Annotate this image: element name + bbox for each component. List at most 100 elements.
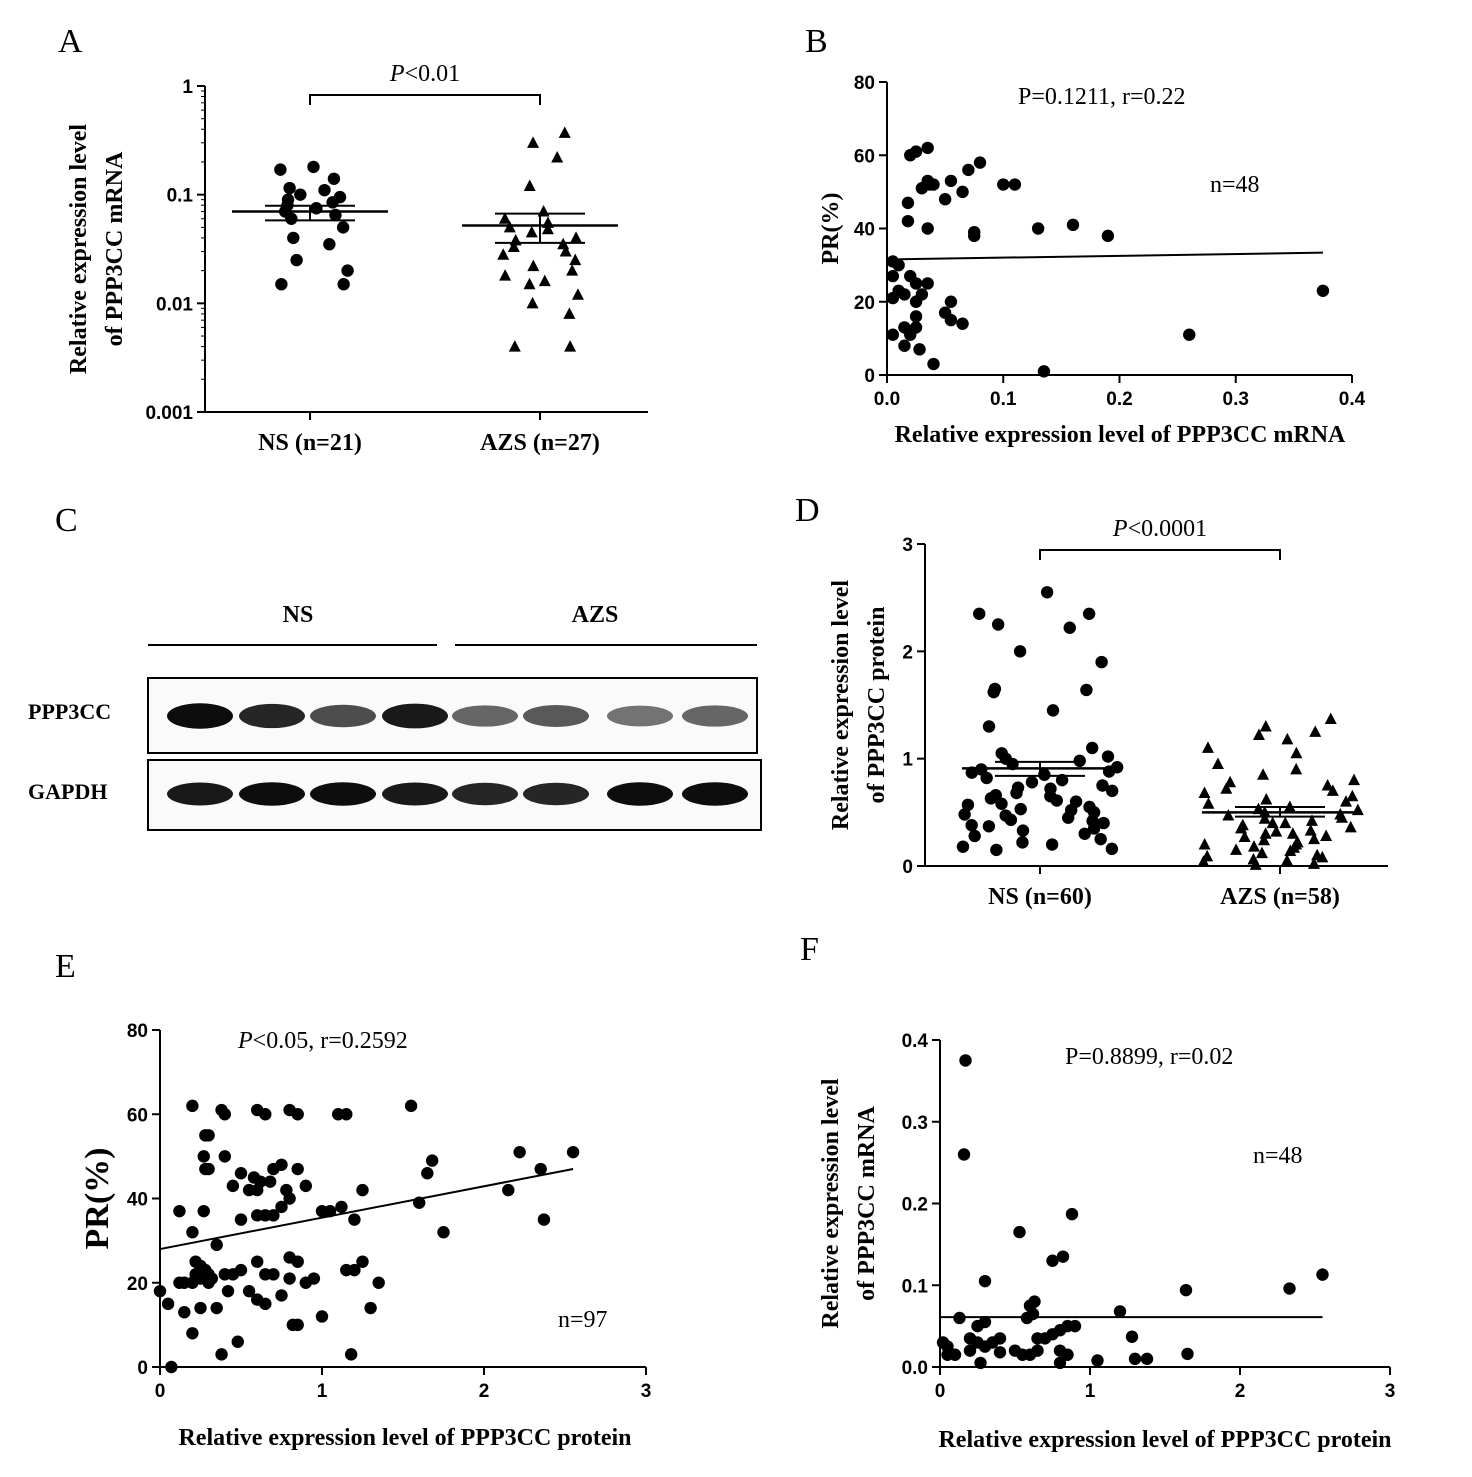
data-point: [1105, 842, 1119, 856]
data-point: [274, 163, 287, 176]
data-point: [194, 1301, 207, 1315]
panel-label-a: A: [58, 23, 83, 60]
data-point: [234, 1213, 248, 1226]
y-axis-label: Relative expression level: [818, 1078, 844, 1329]
data-point: [1050, 794, 1063, 807]
stats-annotation: P<0.05, r=0.2592: [237, 1028, 408, 1054]
blot-band: [310, 704, 376, 728]
data-point: [1097, 816, 1110, 830]
data-point: [1257, 768, 1270, 780]
data-point: [564, 340, 577, 352]
data-point: [1230, 843, 1243, 855]
data-point: [901, 196, 915, 210]
data-point: [987, 685, 1000, 699]
data-point: [226, 1179, 240, 1193]
data-point: [356, 1255, 369, 1268]
data-point: [507, 240, 520, 252]
data-point: [921, 277, 934, 290]
data-point: [291, 1108, 304, 1121]
data-point: [1202, 797, 1215, 809]
data-point: [1321, 779, 1334, 791]
data-point: [425, 1154, 439, 1167]
data-point: [356, 1183, 369, 1197]
data-point: [1316, 284, 1330, 297]
data-point: [1046, 1328, 1059, 1341]
data-point: [318, 183, 331, 197]
data-point: [886, 269, 900, 283]
data-point: [1344, 820, 1357, 833]
data-point: [202, 1162, 215, 1176]
data-point: [1094, 832, 1107, 846]
data-point: [948, 1348, 962, 1361]
data-point: [982, 820, 996, 833]
data-point: [1197, 855, 1210, 867]
data-point: [1045, 838, 1059, 851]
data-point: [404, 1099, 418, 1113]
blot-band: [452, 782, 518, 806]
data-point: [1061, 1348, 1074, 1361]
y-tick-label: 40: [127, 1190, 148, 1211]
data-point: [1096, 779, 1109, 792]
stats-annotation: P=0.8899, r=0.02: [1065, 1044, 1233, 1070]
data-point: [913, 343, 926, 356]
data-point: [1290, 762, 1303, 775]
data-point: [1346, 789, 1359, 802]
data-point: [973, 607, 986, 620]
y-tick-label: 60: [854, 146, 875, 167]
y-tick-label: 20: [854, 293, 875, 314]
data-point: [1201, 741, 1214, 753]
blot-band: [167, 782, 233, 806]
data-point: [323, 1204, 337, 1218]
data-point: [558, 126, 571, 138]
blot-band: [607, 782, 673, 806]
data-point: [1063, 621, 1076, 634]
data-point: [927, 357, 940, 371]
data-point: [186, 1099, 199, 1113]
blot-band: [523, 782, 589, 806]
y-tick-label: 0.1: [902, 1276, 929, 1297]
data-point: [921, 222, 934, 235]
data-point: [973, 156, 987, 169]
data-point: [315, 1310, 329, 1323]
blot-band: [452, 705, 518, 727]
data-point: [1010, 786, 1023, 800]
data-point: [1066, 218, 1080, 232]
data-point: [921, 141, 934, 155]
data-point: [197, 1150, 210, 1163]
data-point: [1031, 222, 1045, 235]
data-point: [1086, 741, 1099, 755]
panel-label-e: E: [55, 948, 76, 985]
data-point: [958, 808, 971, 821]
blot-band: [682, 705, 748, 727]
data-point: [251, 1183, 264, 1197]
data-point: [210, 1301, 223, 1315]
data-point: [537, 1213, 551, 1226]
data-point: [909, 310, 923, 323]
data-point: [982, 720, 996, 733]
y-tick-label: 1: [182, 77, 193, 98]
data-point: [275, 1200, 288, 1214]
data-point: [1270, 825, 1283, 837]
data-point: [1284, 844, 1297, 856]
data-point: [978, 1340, 992, 1353]
data-point: [1309, 725, 1322, 737]
data-point: [186, 1276, 199, 1289]
data-point: [202, 1129, 215, 1142]
y-tick-label: 0.001: [145, 403, 193, 424]
data-point: [283, 1192, 296, 1205]
data-point: [886, 291, 900, 305]
data-point: [1220, 782, 1233, 794]
blot-band: [239, 782, 305, 806]
data-point: [1053, 1356, 1067, 1370]
y-tick-label: 80: [854, 73, 875, 94]
data-point: [938, 193, 952, 206]
data-point: [153, 1284, 167, 1298]
blot-band: [239, 703, 305, 729]
data-point: [1305, 814, 1318, 826]
p-value-annotation: P<0.0001: [1112, 516, 1207, 542]
data-point: [1028, 1295, 1041, 1308]
stats-annotation: P=0.1211, r=0.22: [1018, 84, 1186, 110]
data-point: [1026, 1307, 1040, 1321]
data-point: [1056, 1250, 1070, 1263]
data-point: [1304, 824, 1317, 836]
